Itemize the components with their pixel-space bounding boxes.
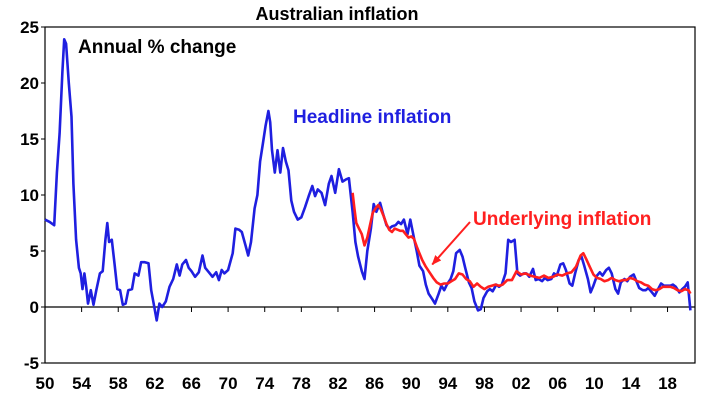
x-tick-label: 18 — [658, 374, 677, 393]
x-tick-label: 78 — [292, 374, 311, 393]
y-tick-label: 10 — [20, 186, 39, 205]
x-tick-label: 74 — [255, 374, 274, 393]
chart-title: Australian inflation — [255, 4, 418, 24]
x-tick-label: 98 — [475, 374, 494, 393]
x-tick-label: 66 — [182, 374, 201, 393]
headline-inflation-line — [44, 37, 692, 322]
x-tick-label: 86 — [365, 374, 384, 393]
x-tick-label: 70 — [219, 374, 238, 393]
x-tick-label: 10 — [585, 374, 604, 393]
x-tick-label: 54 — [72, 374, 91, 393]
chart-subtitle: Annual % change — [78, 37, 236, 58]
x-tick-label: 82 — [328, 374, 347, 393]
plot-area — [44, 26, 696, 364]
x-tick-label: 06 — [548, 374, 567, 393]
x-tick-label: 50 — [36, 374, 55, 393]
underlying-inflation-line — [351, 192, 692, 295]
y-tick-label: 15 — [20, 130, 39, 149]
x-tick-label: 94 — [438, 374, 457, 393]
y-tick-label: 5 — [30, 242, 39, 261]
x-axis: 50 54 58 62 66 70 74 78 82 86 90 94 98 02 06 10 14 18 — [36, 307, 677, 393]
headline-inflation-label: Headline inflation — [293, 107, 451, 128]
y-axis: -5 0 5 10 15 20 25 — [20, 18, 45, 373]
x-tick-label: 90 — [402, 374, 421, 393]
y-tick-label: 20 — [20, 74, 39, 93]
y-tick-label: 0 — [30, 298, 39, 317]
series-layer — [44, 37, 692, 322]
x-tick-label: 02 — [512, 374, 531, 393]
x-tick-label: 58 — [109, 374, 128, 393]
y-tick-label: 25 — [20, 18, 39, 37]
underlying-inflation-arrow — [431, 221, 471, 266]
x-tick-label: 14 — [621, 374, 640, 393]
y-tick-label: -5 — [24, 354, 39, 373]
x-tick-label: 62 — [145, 374, 164, 393]
underlying-inflation-label: Underlying inflation — [473, 209, 651, 230]
